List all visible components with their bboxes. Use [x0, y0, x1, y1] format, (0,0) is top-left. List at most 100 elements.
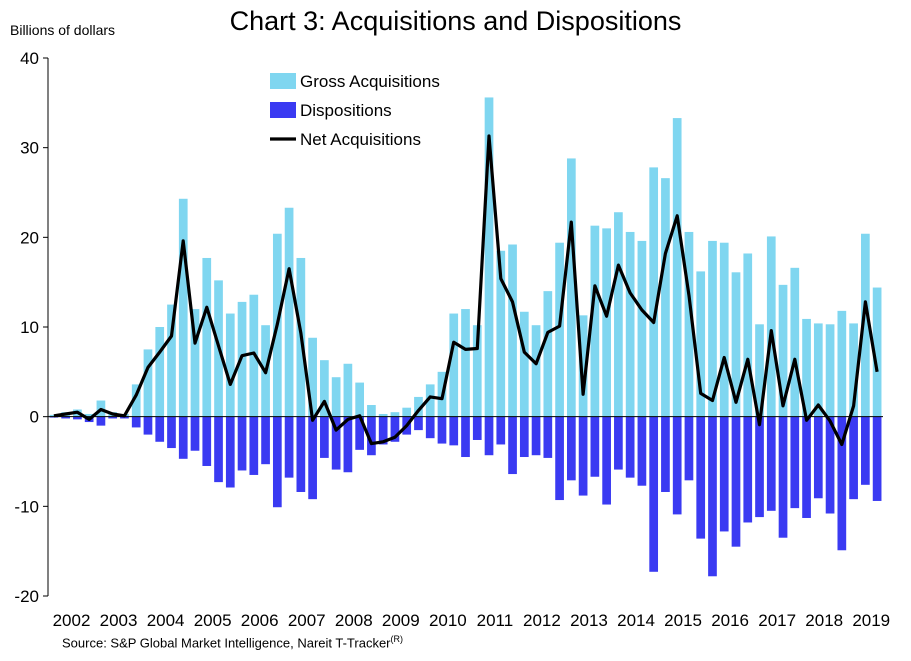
x-tick-label: 2012 [523, 611, 561, 630]
x-tick-label: 2014 [617, 611, 655, 630]
gross-acquisitions-bar [331, 377, 341, 417]
gross-acquisitions-bar [637, 240, 647, 417]
gross-acquisitions-bar [543, 291, 553, 417]
gross-acquisitions-bar [743, 253, 753, 417]
dispositions-bar [861, 416, 870, 485]
dispositions-bar [390, 416, 400, 442]
gross-acquisitions-bar [625, 231, 635, 417]
dispositions-bar [508, 416, 517, 475]
dispositions-bar [778, 416, 788, 538]
chart-title: Chart 3: Acquisitions and Dispositions [229, 6, 682, 36]
dispositions-bar [790, 416, 800, 509]
gross-acquisitions-bar [167, 304, 176, 417]
dispositions-bar [531, 416, 541, 456]
dispositions-bar [143, 416, 153, 435]
gross-acquisitions-bar [390, 412, 400, 417]
legend-swatch [270, 102, 296, 118]
dispositions-bar [378, 416, 388, 445]
gross-acquisitions-bar [778, 284, 788, 417]
y-tick-label: -20 [14, 587, 39, 606]
gross-acquisitions-bar [320, 360, 329, 417]
gross-acquisitions-bar [590, 225, 600, 417]
x-tick-label: 2007 [288, 611, 326, 630]
x-tick-label: 2004 [147, 611, 185, 630]
gross-acquisitions-bar [813, 323, 823, 417]
gross-acquisitions-bar [790, 267, 800, 417]
legend-swatch [270, 73, 296, 89]
y-axis-label: Billions of dollars [10, 22, 116, 38]
x-tick-label: 2006 [241, 611, 279, 630]
gross-acquisitions-bar [461, 309, 470, 417]
dispositions-bar [837, 416, 847, 551]
dispositions-bar [178, 416, 188, 459]
y-tick-label: 10 [20, 318, 39, 337]
dispositions-bar [261, 416, 270, 465]
gross-acquisitions-bar [566, 158, 576, 417]
gross-acquisitions-bar [708, 240, 717, 417]
x-tick-label: 2009 [382, 611, 420, 630]
net-acquisitions-line-group [53, 134, 879, 447]
dispositions-bars [49, 416, 882, 577]
y-tick-label: 0 [30, 408, 39, 427]
dispositions-bar [696, 416, 706, 539]
dispositions-bar [225, 416, 235, 488]
gross-acquisitions-bar [308, 337, 317, 417]
dispositions-bar [731, 416, 741, 547]
gross-acquisitions-bar [614, 212, 623, 417]
dispositions-bar [343, 416, 353, 473]
source-superscript: (R) [390, 634, 404, 644]
gross-acquisitions-bar [131, 384, 141, 417]
dispositions-bar [284, 416, 294, 478]
dispositions-bar [237, 416, 247, 471]
gross-acquisitions-bar [190, 309, 200, 417]
x-tick-label: 2015 [664, 611, 702, 630]
dispositions-bar [437, 416, 447, 444]
x-tick-label: 2018 [805, 611, 843, 630]
dispositions-bar [308, 416, 317, 500]
gross-acquisitions-bar [508, 244, 517, 417]
legend-label: Dispositions [300, 101, 392, 120]
y-tick-label: -10 [14, 497, 39, 516]
gross-acquisitions-bar [837, 310, 847, 417]
y-tick-label: 30 [20, 139, 39, 158]
gross-acquisitions-bar [155, 327, 165, 417]
dispositions-bar [472, 416, 482, 440]
legend: Gross Acquisitions Dispositions Net Acquis… [270, 72, 440, 149]
dispositions-bar [566, 416, 576, 481]
dispositions-bar [296, 416, 306, 492]
dispositions-bar [625, 416, 635, 478]
gross-acquisitions-bar [849, 323, 858, 417]
x-tick-label: 2019 [852, 611, 890, 630]
dispositions-bar [331, 416, 341, 470]
gross-acquisitions-bar [755, 324, 764, 417]
gross-acquisitions-bar [143, 349, 153, 417]
source-text: Source: S&P Global Market Intelligence, … [62, 635, 391, 651]
legend-label: Gross Acquisitions [300, 72, 440, 91]
gross-acquisitions-bar [555, 242, 564, 417]
dispositions-bar [849, 416, 858, 500]
dispositions-bar [578, 416, 588, 496]
gross-acquisitions-bar [84, 413, 94, 417]
x-tick-label: 2008 [335, 611, 373, 630]
dispositions-bar [320, 416, 329, 458]
dispositions-bar [755, 416, 764, 518]
dispositions-bar [461, 416, 470, 458]
dispositions-bar [519, 416, 529, 458]
dispositions-bar [649, 416, 659, 572]
gross-acquisitions-bar [802, 318, 811, 417]
dispositions-bar [825, 416, 835, 514]
dispositions-bar [590, 416, 600, 477]
dispositions-bar [108, 416, 118, 419]
dispositions-bar [766, 416, 776, 511]
x-tick-label: 2013 [570, 611, 608, 630]
gross-acquisitions-bar [496, 250, 506, 417]
x-tick-label: 2005 [194, 611, 232, 630]
x-tick-label: 2017 [758, 611, 796, 630]
dispositions-bar [743, 416, 753, 523]
gross-acquisitions-bar [414, 396, 423, 417]
x-tick-label: 2002 [53, 611, 91, 630]
dispositions-bar [355, 416, 365, 450]
y-tick-label: 20 [20, 228, 39, 247]
dispositions-bar [872, 416, 882, 501]
